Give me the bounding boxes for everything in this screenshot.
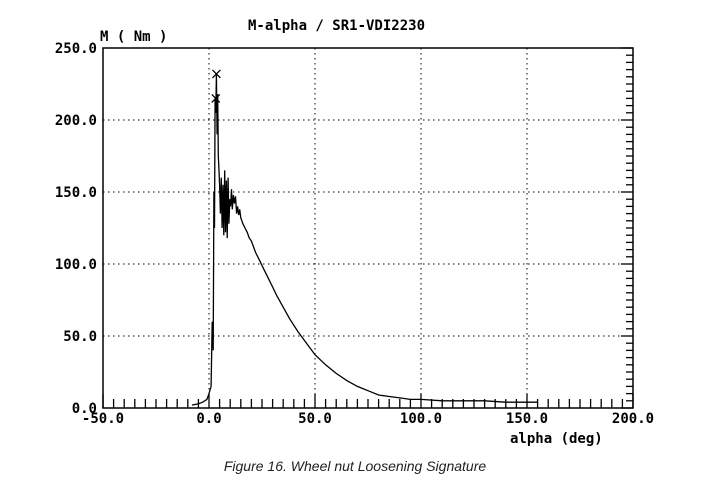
chart-title: M-alpha / SR1-VDI2230 (248, 18, 425, 34)
figure-caption: Figure 16. Wheel nut Loosening Signature (223, 458, 487, 474)
peak-marker (211, 93, 221, 103)
x-axis-label: alpha (deg) (510, 431, 603, 447)
peak-markers (211, 69, 221, 103)
x-tick-label: 150.0 (506, 411, 548, 427)
x-tick-labels: -50.0 0.0 50.0 100.0 150.0 200.0 (82, 411, 654, 427)
chart: -50.0 0.0 50.0 100.0 150.0 200.0 0.050.0100.0… (55, 18, 654, 447)
y-tick-label: 100.0 (55, 257, 97, 273)
y-tick-labels: 0.0 50.0 100.0 150.0 200.0 250.0 (55, 41, 97, 417)
x-tick-label: -50.0 (82, 411, 124, 427)
gridlines (103, 48, 633, 408)
axis-ticks (102, 47, 634, 409)
x-tick-label: 50.0 (298, 411, 332, 427)
y-axis-label: M ( Nm ) (100, 29, 167, 45)
y-tick-label: 200.0 (55, 113, 97, 129)
plot-frame (102, 47, 634, 409)
x-tick-label: 0.0 (196, 411, 221, 427)
y-tick-label: 0.0 (72, 401, 97, 417)
series-line (191, 73, 538, 406)
y-tick-label: 250.0 (55, 41, 97, 57)
x-tick-label: 200.0 (612, 411, 654, 427)
y-tick-label: 50.0 (63, 329, 97, 345)
y-tick-label: 150.0 (55, 185, 97, 201)
x-tick-label: 100.0 (400, 411, 442, 427)
peak-marker (211, 69, 221, 79)
